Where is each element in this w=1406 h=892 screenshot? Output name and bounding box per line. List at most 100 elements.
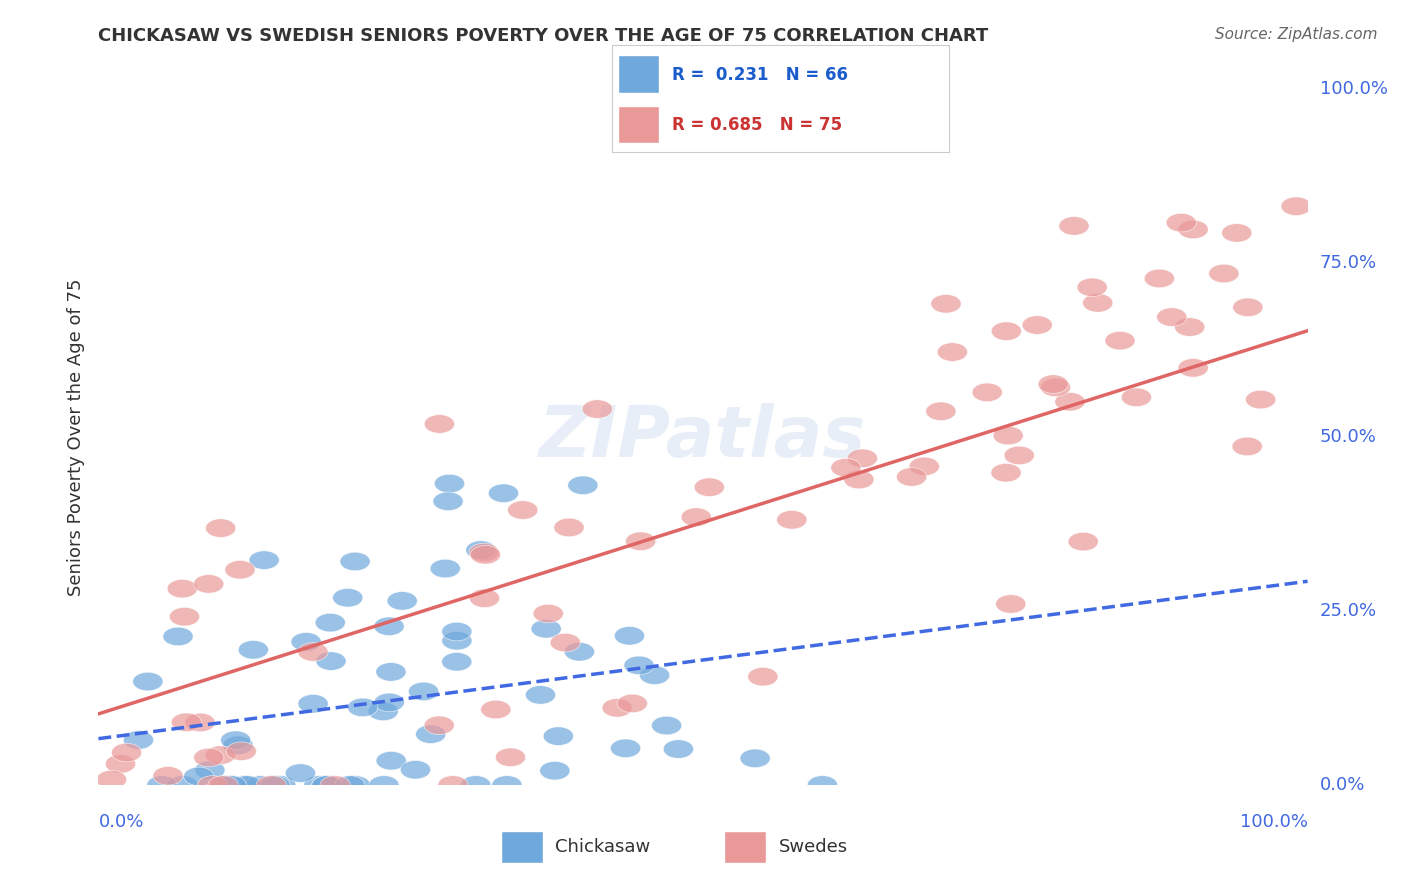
Ellipse shape: [194, 748, 224, 767]
Ellipse shape: [614, 626, 644, 645]
Ellipse shape: [132, 673, 163, 690]
Ellipse shape: [335, 776, 364, 794]
Ellipse shape: [291, 632, 321, 651]
Ellipse shape: [931, 294, 962, 313]
Ellipse shape: [312, 776, 342, 794]
Ellipse shape: [401, 761, 430, 779]
Ellipse shape: [554, 518, 583, 537]
Ellipse shape: [169, 607, 200, 626]
Ellipse shape: [488, 484, 519, 502]
Ellipse shape: [167, 580, 197, 598]
Ellipse shape: [434, 475, 464, 492]
Ellipse shape: [184, 767, 214, 786]
Ellipse shape: [146, 776, 177, 794]
Ellipse shape: [215, 776, 246, 794]
Ellipse shape: [991, 322, 1021, 341]
Text: 0.0%: 0.0%: [98, 813, 143, 830]
Ellipse shape: [470, 543, 499, 562]
Ellipse shape: [602, 698, 633, 717]
Ellipse shape: [375, 751, 406, 770]
Ellipse shape: [531, 620, 561, 638]
Ellipse shape: [226, 742, 256, 761]
Text: Source: ZipAtlas.com: Source: ZipAtlas.com: [1215, 27, 1378, 42]
Ellipse shape: [347, 698, 378, 716]
Ellipse shape: [111, 743, 142, 762]
Text: 0.0%: 0.0%: [1320, 776, 1365, 794]
Ellipse shape: [368, 776, 399, 794]
Ellipse shape: [550, 633, 581, 652]
Text: 100.0%: 100.0%: [1320, 80, 1388, 98]
Ellipse shape: [910, 457, 939, 475]
Ellipse shape: [229, 776, 259, 794]
Ellipse shape: [626, 532, 655, 550]
Ellipse shape: [465, 541, 496, 559]
Ellipse shape: [437, 776, 468, 794]
Ellipse shape: [470, 589, 499, 607]
Y-axis label: Seniors Poverty Over the Age of 75: Seniors Poverty Over the Age of 75: [66, 278, 84, 596]
Ellipse shape: [249, 551, 280, 569]
Ellipse shape: [416, 725, 446, 743]
Ellipse shape: [340, 552, 370, 571]
Text: 50.0%: 50.0%: [1320, 428, 1376, 446]
Ellipse shape: [1059, 217, 1090, 235]
Ellipse shape: [232, 776, 263, 794]
Ellipse shape: [186, 714, 215, 731]
Text: Chickasaw: Chickasaw: [555, 838, 651, 856]
Ellipse shape: [1174, 318, 1205, 336]
Ellipse shape: [387, 591, 418, 610]
Text: CHICKASAW VS SWEDISH SENIORS POVERTY OVER THE AGE OF 75 CORRELATION CHART: CHICKASAW VS SWEDISH SENIORS POVERTY OVE…: [98, 27, 988, 45]
Ellipse shape: [1222, 224, 1251, 243]
Ellipse shape: [430, 559, 460, 578]
Ellipse shape: [1233, 298, 1263, 317]
Ellipse shape: [316, 652, 346, 671]
Ellipse shape: [205, 519, 236, 537]
Ellipse shape: [374, 617, 404, 636]
Ellipse shape: [617, 694, 647, 713]
Ellipse shape: [995, 595, 1026, 614]
Text: R =  0.231   N = 66: R = 0.231 N = 66: [672, 66, 848, 84]
Ellipse shape: [543, 727, 574, 746]
Ellipse shape: [298, 695, 328, 713]
Ellipse shape: [195, 761, 225, 780]
Ellipse shape: [315, 614, 346, 632]
Text: ZIPatlas: ZIPatlas: [540, 402, 866, 472]
Ellipse shape: [441, 623, 472, 640]
Ellipse shape: [807, 776, 838, 794]
Ellipse shape: [208, 776, 238, 794]
Ellipse shape: [1054, 392, 1085, 411]
Ellipse shape: [425, 415, 454, 434]
Ellipse shape: [492, 776, 522, 794]
Ellipse shape: [105, 755, 135, 773]
Ellipse shape: [1105, 331, 1135, 350]
Ellipse shape: [481, 700, 510, 719]
Ellipse shape: [1178, 359, 1208, 377]
Ellipse shape: [225, 560, 254, 579]
Ellipse shape: [246, 776, 276, 794]
Ellipse shape: [163, 627, 193, 646]
Ellipse shape: [925, 402, 956, 420]
Ellipse shape: [1077, 278, 1108, 297]
Ellipse shape: [266, 776, 295, 794]
Ellipse shape: [1083, 293, 1114, 312]
Ellipse shape: [1178, 220, 1208, 239]
Ellipse shape: [197, 776, 228, 794]
Ellipse shape: [508, 500, 538, 519]
Ellipse shape: [97, 771, 127, 789]
Ellipse shape: [1166, 213, 1197, 232]
Ellipse shape: [495, 748, 526, 766]
Ellipse shape: [651, 716, 682, 735]
Ellipse shape: [695, 478, 724, 497]
Ellipse shape: [375, 663, 406, 681]
Ellipse shape: [844, 470, 875, 489]
Ellipse shape: [153, 766, 183, 785]
Ellipse shape: [848, 449, 877, 467]
Ellipse shape: [374, 693, 405, 712]
Ellipse shape: [533, 604, 564, 623]
Ellipse shape: [610, 739, 641, 757]
Ellipse shape: [640, 666, 669, 684]
Ellipse shape: [425, 716, 454, 734]
Ellipse shape: [285, 764, 315, 782]
Ellipse shape: [526, 686, 555, 704]
Text: 25.0%: 25.0%: [1320, 602, 1376, 620]
Ellipse shape: [441, 653, 472, 671]
